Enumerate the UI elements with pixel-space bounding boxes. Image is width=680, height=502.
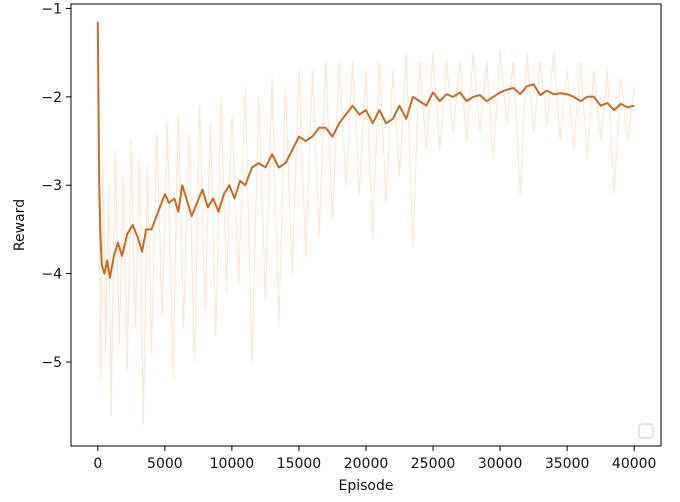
y-tick-label: −4 — [41, 267, 62, 283]
y-tick-label: −5 — [41, 355, 62, 371]
raw-reward-line — [97, 26, 635, 425]
x-tick-label: 15000 — [277, 456, 322, 472]
x-tick-label: 5000 — [147, 456, 183, 472]
x-tick-label: 40000 — [612, 456, 657, 472]
y-axis: −5 −4 −3 −2 −1 — [41, 1, 71, 371]
x-tick-label: 25000 — [411, 456, 456, 472]
smoothed-reward-line — [96, 21, 635, 279]
x-tick-label: 0 — [93, 456, 102, 472]
x-tick-label: 30000 — [478, 456, 523, 472]
x-tick-label: 35000 — [545, 456, 590, 472]
y-tick-label: −1 — [41, 1, 62, 17]
x-tick-label: 20000 — [344, 456, 389, 472]
y-tick-label: −3 — [41, 178, 62, 194]
legend-box — [638, 423, 654, 439]
y-tick-label: −2 — [41, 90, 62, 106]
x-tick-label: 10000 — [210, 456, 255, 472]
y-axis-label: Reward — [12, 199, 28, 251]
x-axis: 0 5000 10000 15000 20000 25000 30000 35000 40000 — [93, 446, 656, 472]
x-axis-label: Episode — [339, 478, 394, 494]
smoothed-reward-layer — [96, 21, 635, 279]
raw-reward-layer — [97, 26, 635, 425]
